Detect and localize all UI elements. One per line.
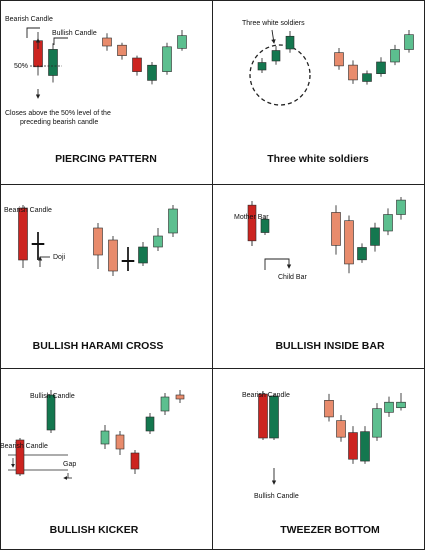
pattern-candle-body-1 [258,393,268,439]
example-candle-body-5 [160,396,170,412]
label-arrow [271,29,276,44]
panel-title: BULLISH HARAMI CROSS [33,340,164,352]
example-candle-body-1 [100,430,110,445]
pattern-candle-body-1 [257,62,267,71]
example-candle-body-3 [357,247,367,261]
example-candle-body-2 [115,434,125,450]
example-candle-body-1 [102,37,112,47]
example-candle-body-6 [396,199,406,215]
example-candle-body-1 [324,400,334,418]
panel-title: TWEEZER BOTTOM [280,524,380,536]
panel-title: BULLISH INSIDE BAR [275,340,385,352]
gap-label: Gap [63,461,76,468]
bullish-pointer [53,37,68,45]
example-candle-body-3 [362,73,372,82]
example-candle-body-7 [396,401,406,409]
example-candle-body-2 [117,44,127,56]
panel-three-white-soldiers: Three white soldiers Three white soldier… [242,20,414,165]
pattern-candle-body-2 [271,50,281,62]
bearish-candle-label: Bearish Candle [5,16,53,23]
example-candle-body-2 [348,64,358,81]
highlight-circle [249,44,311,106]
example-candle-body-5 [390,49,400,63]
example-candles [93,205,178,276]
example-candle-body-5 [383,214,393,232]
example-candle-body-1 [331,212,341,246]
pattern-candle-body-1 [18,207,28,261]
bearish-pointer [26,27,40,38]
pattern-candle-body-2 [260,218,270,233]
example-candle-body-3 [130,452,140,470]
pattern-candle-body-1 [247,204,257,242]
panel-tweezer-bottom: Bearish Candle Bullish Candle TWEEZER BO… [242,391,406,536]
example-candle-body-5 [153,235,163,248]
panel-bullish-inside-bar: Mother Bar Child Bar BULLISH INSIDE BAR [234,197,406,352]
panel-bullish-kicker: Bullish Candle Bearish Candle Gap BULLIS… [0,390,185,536]
example-candle-body-3 [132,57,142,72]
example-candle-body-2 [336,420,346,438]
example-candle-body-6 [404,34,414,50]
panel-title: BULLISH KICKER [50,524,139,536]
example-candle-body-6 [177,35,187,49]
example-candles [331,197,406,274]
bearish-candle-label: Bearish Candle [4,207,52,214]
pattern-candles [258,391,279,440]
pattern-candles [15,390,56,476]
pattern-candle-body-3 [285,35,295,50]
pattern-candles [247,201,270,246]
mother-bar-label: Mother Bar [234,214,269,221]
example-candle-body-2 [108,239,118,272]
bullish-candle-label: Bullish Candle [254,493,299,500]
pattern-candle-body-2 [48,49,58,76]
bullish-candle-label: Bullish Candle [30,393,75,400]
example-candle-body-1 [334,52,344,67]
bearish-candle-label: Bearish Candle [242,392,290,399]
example-candles [324,393,406,464]
doji-label: Doji [53,254,66,261]
example-candle-body-5 [162,46,172,72]
pattern-candles [18,205,45,268]
example-candle-body-4 [138,246,148,264]
example-candle-body-6 [384,401,394,413]
pattern-candles [257,31,295,73]
panel-title: Three white soldiers [267,153,369,165]
example-candle-body-4 [360,431,370,462]
pattern-candle-body-2 [46,394,56,431]
bullish-candle-label: Bullish Candle [52,30,97,37]
example-candle-body-6 [175,394,185,400]
child-bar-arrow [264,258,292,270]
example-candle-body-4 [370,227,380,246]
fifty-percent-label: 50% [14,63,28,70]
panel-bullish-harami-cross: Bearish Candle Doji BULLISH HARAMI CROSS [4,205,178,352]
three-white-soldiers-label: Three white soldiers [242,20,305,27]
example-candle-body-5 [372,408,382,438]
pattern-candle-body-2 [269,395,279,439]
example-candles [334,30,414,85]
example-candles [102,30,187,85]
example-candle-body-4 [147,64,157,81]
pattern-candle-body-1 [15,439,25,475]
child-bar-label: Child Bar [278,274,307,281]
example-candle-body-1 [93,227,103,256]
example-candles [100,390,185,474]
panel-piercing-pattern: Bearish Candle Bullish Candle 50% Closes… [5,16,187,165]
panel-title: PIERCING PATTERN [55,153,157,165]
example-candle-body-4 [145,416,155,432]
example-candle-body-6 [168,208,178,234]
note-line-1: Closes above the 50% level of the [5,110,111,117]
bearish-candle-label: Bearish Candle [0,443,48,450]
example-candle-body-4 [376,61,386,74]
example-candle-body-3 [348,432,358,460]
note-line-2: preceding bearish candle [20,119,98,126]
example-candle-body-2 [344,220,354,265]
